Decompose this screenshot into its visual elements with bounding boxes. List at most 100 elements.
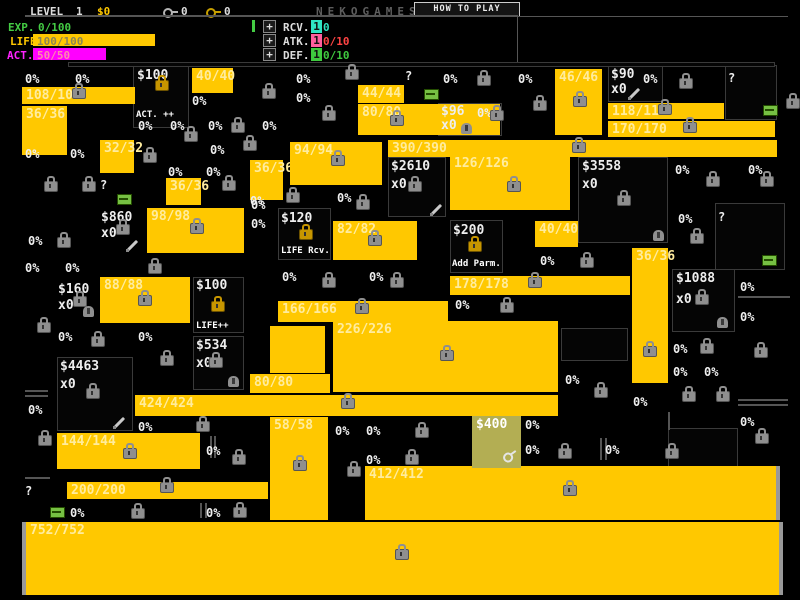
percent-label: 0%: [443, 72, 458, 86]
param-value: 80/80: [254, 375, 294, 390]
percent-label: 0%: [605, 443, 620, 457]
lock-icon: [356, 194, 370, 210]
lock-icon: [345, 64, 359, 80]
life-label: LIFE: [10, 35, 37, 48]
atk-plus-button[interactable]: +: [263, 34, 276, 47]
lock-icon: [500, 297, 514, 313]
act-bar: [33, 48, 106, 60]
lock-icon: [477, 70, 491, 86]
board-divider: [205, 503, 207, 518]
lock-icon: [682, 386, 696, 402]
board-divider: [600, 438, 602, 460]
exp-label: EXP.: [8, 21, 35, 34]
board-tile-frame[interactable]: [561, 328, 628, 361]
percent-label: 0%: [366, 453, 381, 467]
param-box[interactable]: 412/412: [365, 466, 780, 520]
board-divider: [25, 395, 48, 397]
atk-label: ATK.: [283, 35, 310, 48]
price-label: x0: [196, 356, 212, 371]
percent-label: 0%: [525, 418, 540, 432]
lock-icon: [160, 350, 174, 366]
def-chip: 1: [311, 48, 322, 61]
life-value: 100/100: [37, 35, 84, 48]
lock-icon: [408, 176, 422, 192]
param-box[interactable]: 36/36: [22, 106, 67, 155]
silver-key-icon: [163, 7, 178, 18]
shop-key-box[interactable]: $400: [472, 416, 521, 468]
param-value: 126/126: [454, 156, 509, 171]
percent-label: 0%: [477, 106, 492, 120]
lock-icon: [368, 230, 382, 246]
lock-icon: [131, 503, 145, 519]
param-value: $400: [476, 417, 508, 432]
percent-label: 0%: [192, 94, 207, 108]
lock-icon: [231, 117, 245, 133]
param-value: 118/118: [612, 104, 667, 119]
board-divider: [25, 390, 48, 392]
money-icon: [763, 105, 778, 116]
param-value: 36/36: [170, 179, 210, 194]
param-box[interactable]: 32/32: [100, 140, 144, 173]
board-divider: [738, 296, 790, 298]
pencil-icon: [628, 86, 643, 101]
unknown-tile-label: ?: [718, 210, 726, 224]
lock-icon: [286, 187, 300, 203]
param-value: 226/226: [337, 322, 392, 337]
lock-icon: [143, 147, 157, 163]
param-box[interactable]: 36/36: [250, 160, 293, 200]
percent-label: 0%: [565, 373, 580, 387]
percent-label: 0%: [740, 310, 755, 324]
life-bar: [33, 34, 155, 46]
param-box[interactable]: [270, 326, 325, 373]
param-value: 32/32: [104, 141, 144, 156]
param-box[interactable]: 44/44: [358, 85, 404, 103]
board-divider: [668, 412, 670, 430]
param-box[interactable]: 118/118: [608, 103, 724, 119]
lock-icon: [209, 352, 223, 368]
level-label: LEVEL: [30, 5, 64, 18]
rcv-value: 0: [323, 21, 330, 34]
param-box[interactable]: 58/58: [270, 417, 328, 520]
lock-icon: [755, 428, 769, 444]
lock-icon: [322, 272, 336, 288]
lock-icon: [563, 480, 577, 496]
shield-icon: [717, 317, 728, 328]
board-tile-frame[interactable]: [68, 62, 775, 67]
lock-icon: [37, 317, 51, 333]
percent-label: 0%: [210, 143, 225, 157]
param-box[interactable]: 36/36: [166, 178, 210, 205]
lock-icon: [440, 345, 454, 361]
percent-label: 0%: [168, 165, 183, 179]
lock-icon: [341, 393, 355, 409]
param-value: 98/98: [151, 209, 191, 224]
percent-label: 0%: [740, 415, 755, 429]
lock-icon: [528, 272, 542, 288]
param-box[interactable]: 36/36: [632, 248, 676, 383]
percent-label: 0%: [673, 342, 688, 356]
lock-icon: [716, 386, 730, 402]
def-plus-button[interactable]: +: [263, 48, 276, 61]
lock-icon: [683, 117, 697, 133]
money-value: $0: [97, 5, 111, 18]
rcv-plus-button[interactable]: +: [263, 20, 276, 33]
percent-label: 0%: [251, 217, 266, 231]
price-label: $120: [281, 211, 313, 226]
param-box[interactable]: 80/80: [250, 374, 330, 393]
board-divider: [738, 399, 788, 401]
atk-value: 0/10: [323, 35, 350, 48]
param-box[interactable]: 752/752: [22, 522, 783, 595]
param-box[interactable]: 40/40: [535, 221, 578, 247]
board-divider: [200, 503, 202, 518]
def-label: DEF.: [283, 49, 310, 62]
lock-icon: [390, 110, 404, 126]
lock-icon: [347, 461, 361, 477]
exp-value: 0/100: [38, 21, 72, 34]
price-label: $100: [137, 68, 169, 83]
silver-key-count: 0: [181, 5, 188, 18]
param-value: 36/36: [636, 249, 676, 264]
param-value: 46/46: [559, 70, 599, 85]
percent-label: 0%: [70, 506, 85, 520]
percent-label: 0%: [518, 72, 533, 86]
param-box[interactable]: 40/40: [192, 68, 235, 93]
